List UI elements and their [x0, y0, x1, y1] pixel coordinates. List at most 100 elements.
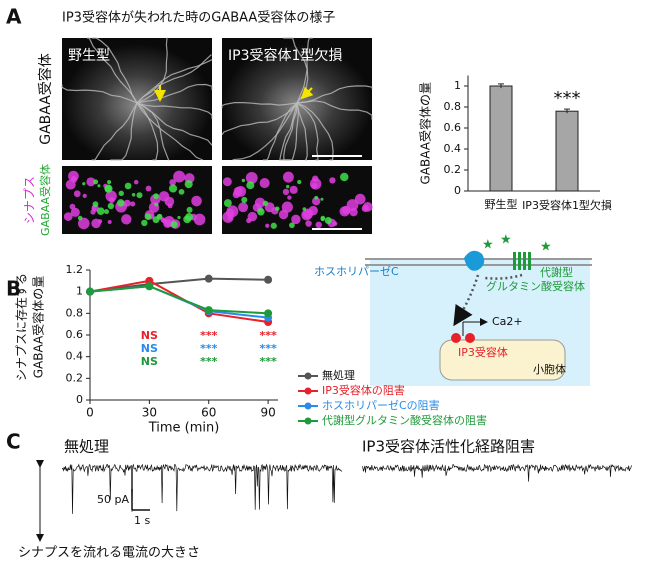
plc-shape	[464, 250, 485, 271]
ip3r-shape	[451, 333, 461, 343]
ip3r-shape	[465, 333, 475, 343]
punctum	[107, 202, 115, 210]
dendrite	[136, 102, 213, 119]
punctum	[104, 209, 109, 215]
micrographs	[61, 37, 373, 234]
punctum	[82, 193, 87, 198]
punctum	[77, 215, 83, 221]
punctum	[145, 185, 152, 192]
y-tick-label: 0	[454, 184, 461, 197]
punctum	[63, 212, 73, 221]
x-tick-label: 野生型	[485, 197, 518, 211]
punctum	[289, 222, 295, 229]
dendrite	[136, 83, 213, 104]
series-line	[89, 277, 269, 293]
dendrite	[136, 102, 204, 161]
y-axis-label: GABAA受容体の量	[32, 276, 46, 379]
panel-label: A	[6, 5, 22, 29]
dendrite	[296, 102, 308, 161]
y-tick-label: 0.8	[444, 100, 462, 113]
panel-label: B	[6, 277, 21, 301]
x-tick-label: 60	[201, 406, 216, 420]
diagram-label: 代謝型	[540, 265, 573, 279]
row-label-gaba: GABAA受容体	[38, 164, 52, 236]
punctum	[329, 177, 336, 184]
punctum	[105, 190, 117, 202]
dendrite	[86, 37, 138, 104]
punctum	[270, 222, 277, 229]
dendrite	[279, 102, 298, 161]
panel-title: IP3受容体が失われた時のGABAA受容体の様子	[62, 11, 335, 26]
punctum	[241, 196, 248, 203]
punctum	[349, 207, 358, 217]
image-title: IP3受容体1型欠損	[228, 47, 342, 64]
y-tick-label: 1	[76, 285, 83, 298]
dendrite	[296, 85, 373, 104]
punctum	[104, 185, 112, 193]
y-tick-label: 0.4	[66, 350, 84, 363]
image-wt	[62, 38, 212, 160]
x-axis-label: Time (min)	[148, 421, 220, 436]
punctum	[153, 193, 159, 200]
punctum	[362, 202, 373, 212]
punctum	[144, 213, 152, 220]
punctum	[291, 214, 301, 225]
dendrite	[91, 102, 138, 161]
diagram-label: ホスホリパーゼC	[314, 265, 399, 278]
significance: ***	[554, 88, 581, 109]
punctum	[177, 215, 181, 220]
punctum	[136, 192, 143, 199]
diagram-label: 小胞体	[533, 362, 566, 376]
significance: ***	[200, 355, 218, 368]
punctum	[245, 172, 258, 184]
current-trace	[362, 463, 632, 482]
punctum	[287, 195, 292, 200]
punctum	[275, 206, 280, 211]
punctum	[68, 170, 79, 182]
punctum	[305, 220, 312, 227]
marker	[264, 275, 273, 284]
significance: ***	[259, 329, 277, 342]
legend-label: 代謝型グルタミン酸受容体の阻害	[322, 413, 487, 427]
panel-label: C	[6, 430, 21, 454]
dendrite	[296, 102, 319, 161]
punctum	[320, 197, 324, 201]
dendrite	[232, 102, 298, 161]
scale-label: 50 pA	[97, 493, 129, 506]
dendrite	[221, 102, 298, 109]
punctum	[77, 217, 90, 230]
punctum	[131, 193, 136, 197]
y-tick-label: 0.2	[444, 163, 462, 176]
x-tick-label: 30	[142, 406, 157, 420]
y-tick-label: 0	[76, 393, 83, 406]
punctum	[170, 220, 178, 229]
er-shape	[439, 339, 566, 381]
punctum	[222, 177, 232, 187]
diagram-label: Ca2+	[492, 315, 523, 328]
y-axis-label: GABAA受容体の量	[419, 82, 433, 185]
dendrite	[296, 100, 373, 120]
significance: NS	[141, 355, 158, 368]
y-tick-label: 1.2	[66, 263, 84, 276]
marker	[264, 309, 273, 318]
dendrite	[136, 102, 159, 161]
punctum	[65, 179, 76, 190]
punctum	[282, 171, 294, 183]
arrow	[300, 86, 314, 100]
marker	[145, 282, 154, 291]
dendrite	[221, 102, 298, 136]
marker	[204, 274, 213, 283]
punctum	[154, 202, 159, 207]
x-tick-label: IP3受容体1型欠損	[522, 199, 612, 212]
legend-label: 無処理	[322, 368, 355, 382]
punctum	[223, 199, 232, 208]
legend-marker	[304, 417, 312, 425]
punctum	[354, 193, 366, 205]
punctum	[332, 221, 338, 226]
row-label-synapse: シナプス	[23, 176, 37, 224]
marker	[86, 287, 94, 296]
bar	[555, 110, 579, 192]
punctum	[123, 199, 131, 207]
dendrite	[110, 102, 138, 161]
punctum	[241, 178, 246, 183]
